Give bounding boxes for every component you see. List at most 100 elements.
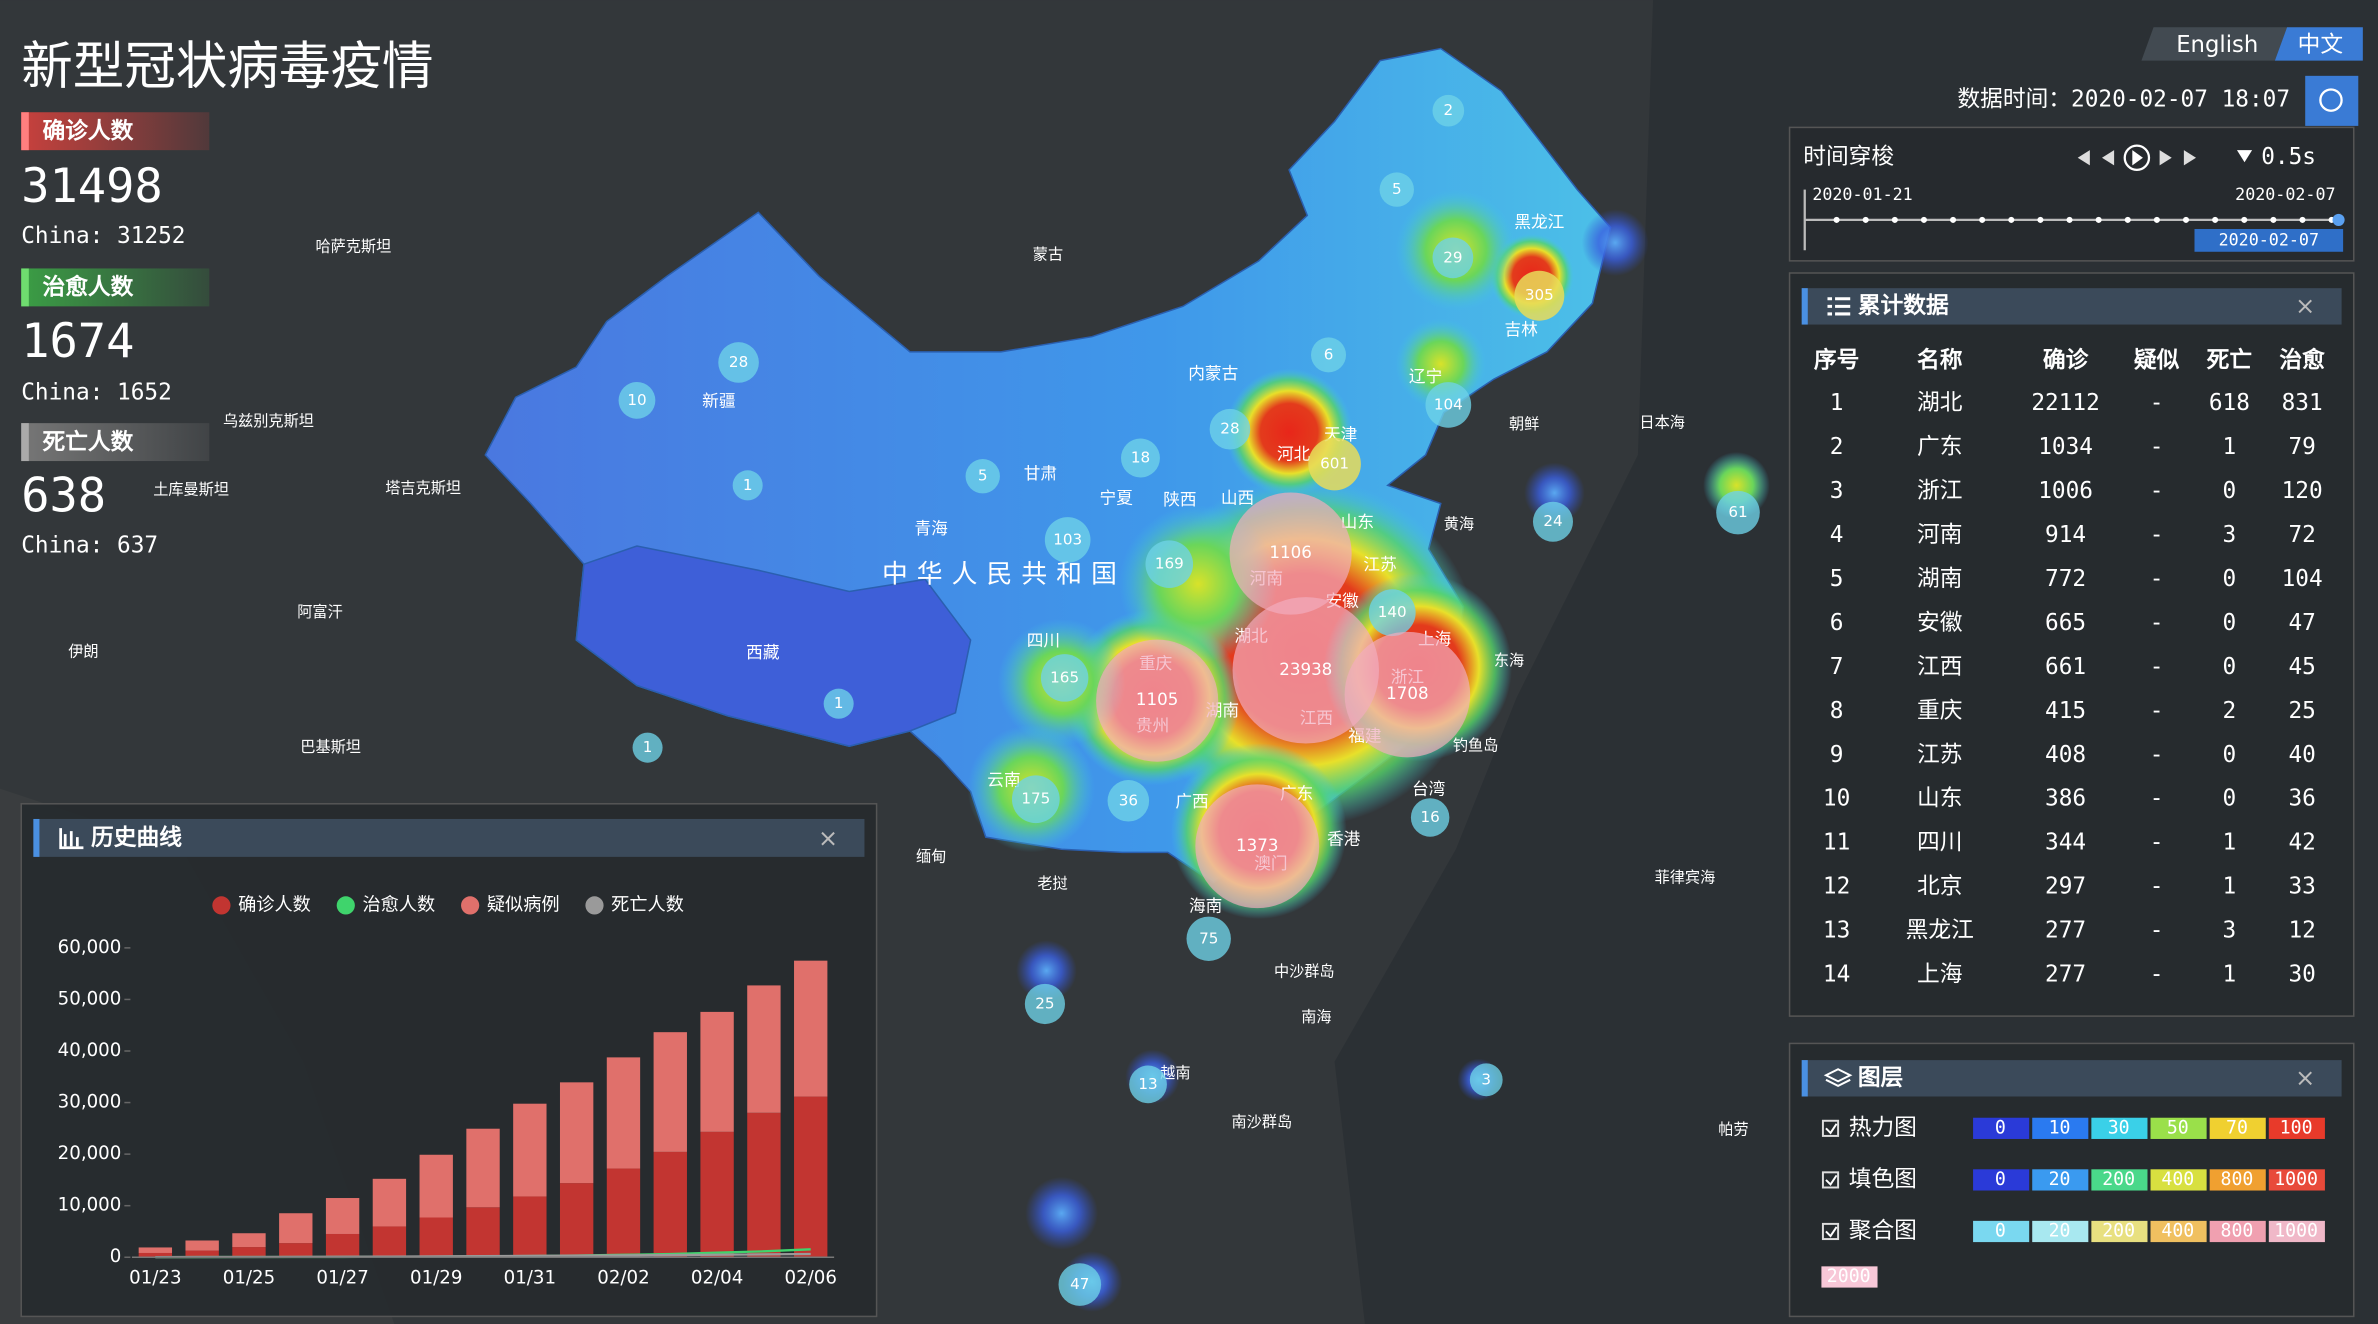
cluster-count: 24 <box>1543 512 1562 530</box>
play-button[interactable] <box>2123 144 2151 172</box>
cluster-bubble[interactable] <box>632 732 663 763</box>
cluster-count: 1 <box>743 476 753 494</box>
table-cell: 386 <box>2045 786 2086 812</box>
timeline-dot[interactable] <box>2066 216 2073 223</box>
heat-spot <box>1016 940 1077 1001</box>
legend-break: 30 <box>2108 1117 2130 1138</box>
close-button[interactable] <box>2298 1071 2312 1086</box>
place-label: 南海 <box>1301 1008 1331 1026</box>
cluster-bubble[interactable] <box>1432 94 1465 127</box>
y-tick-label: 40,000 <box>58 1040 122 1061</box>
cluster-bubble[interactable] <box>823 688 854 719</box>
cluster-bubble[interactable] <box>1514 270 1565 321</box>
layer-check[interactable] <box>1825 1174 1838 1187</box>
table-cell: 0 <box>2223 610 2237 636</box>
lang-bg[interactable] <box>2141 27 2288 61</box>
timeline-dot[interactable] <box>2124 216 2131 223</box>
layer-check[interactable] <box>1825 1123 1838 1135</box>
timeline-dot[interactable] <box>1979 216 1986 223</box>
refresh-button[interactable] <box>2305 75 2359 126</box>
cluster-count: 1 <box>643 738 653 756</box>
timeline-dot[interactable] <box>1833 216 1840 223</box>
cluster-bubble[interactable] <box>1410 798 1450 837</box>
cluster-bubble[interactable] <box>1011 775 1060 824</box>
timeline-dot[interactable] <box>2037 216 2044 223</box>
timeline-dot[interactable] <box>1891 216 1898 223</box>
province-label: 云南 <box>987 771 1020 790</box>
cluster-bubble[interactable] <box>1716 490 1760 535</box>
layer-check[interactable] <box>1825 1226 1838 1238</box>
y-tick-label: 10,000 <box>58 1195 122 1216</box>
cluster-bubble[interactable] <box>1425 382 1472 428</box>
timeline-dot[interactable] <box>1950 216 1957 223</box>
layer-checkbox[interactable] <box>1821 1119 1840 1137</box>
timeline-dot[interactable] <box>2008 216 2015 223</box>
cluster-bubble[interactable] <box>1186 916 1231 961</box>
cluster-bubble[interactable] <box>1145 540 1194 588</box>
legend-swatch <box>2150 1220 2207 1243</box>
table-cell: - <box>2150 434 2164 460</box>
province-label: 山西 <box>1221 488 1254 507</box>
table-cell: 浙江 <box>1917 478 1962 504</box>
cluster-bubble[interactable] <box>1311 337 1347 373</box>
cluster-bubble[interactable] <box>1308 437 1361 491</box>
cluster-bubble[interactable] <box>1379 172 1414 207</box>
timeline-dot[interactable] <box>2095 216 2102 223</box>
refresh-icon[interactable] <box>2319 88 2343 112</box>
timeline-dot[interactable] <box>2241 216 2248 223</box>
table-header: 治愈 <box>2279 346 2325 373</box>
play-icon[interactable] <box>2132 150 2143 166</box>
table-cell: 79 <box>2288 434 2315 460</box>
layer-checkbox[interactable] <box>1821 1171 1840 1189</box>
timeline-dot[interactable] <box>1862 216 1869 223</box>
cluster-bubble[interactable] <box>1129 1065 1167 1104</box>
cluster-bubble[interactable] <box>1469 1063 1503 1097</box>
cluster-bubble[interactable] <box>1107 779 1150 822</box>
place-label: 巴基斯坦 <box>300 738 361 756</box>
cluster-bubble[interactable] <box>1232 597 1379 744</box>
cluster-count: 165 <box>1050 668 1079 686</box>
timeline-dot[interactable] <box>2212 216 2219 223</box>
cluster-bubble[interactable] <box>1044 517 1091 563</box>
cluster-bubble[interactable] <box>1209 408 1251 450</box>
bar <box>653 1151 687 1258</box>
x-tick-label: 01/31 <box>504 1267 556 1288</box>
lang-active-bg[interactable] <box>2274 27 2363 61</box>
cluster-bubble[interactable] <box>1368 589 1416 637</box>
province-label: 河北 <box>1277 444 1311 463</box>
place-label: 乌兹别克斯坦 <box>223 412 314 430</box>
cluster-bubble[interactable] <box>718 342 759 383</box>
table-cell: 831 <box>2282 390 2323 416</box>
cluster-bubble[interactable] <box>618 382 656 419</box>
timeline-dot[interactable] <box>2153 216 2160 223</box>
cluster-bubble[interactable] <box>965 459 1000 494</box>
cluster-bubble[interactable] <box>1229 492 1352 615</box>
bar <box>232 1247 266 1258</box>
cluster-bubble[interactable] <box>1344 631 1471 758</box>
cluster-bubble[interactable] <box>732 470 763 501</box>
timeline-dot[interactable] <box>2299 216 2306 223</box>
close-button[interactable] <box>821 831 835 846</box>
panel-accent <box>33 818 40 857</box>
timeline-handle[interactable] <box>2332 213 2345 226</box>
cluster-bubble[interactable] <box>1195 784 1320 909</box>
cluster-bubble[interactable] <box>1532 501 1573 542</box>
table-cell: - <box>2150 566 2164 592</box>
cluster-bubble[interactable] <box>1058 1263 1102 1306</box>
play-controls[interactable] <box>2077 150 2197 166</box>
timeline-dot[interactable] <box>2182 216 2190 223</box>
timeline-dot[interactable] <box>1920 216 1927 223</box>
layer-checkbox[interactable] <box>1821 1222 1840 1241</box>
close-button[interactable] <box>2298 299 2312 314</box>
bar <box>185 1240 219 1251</box>
cluster-bubble[interactable] <box>1024 983 1066 1025</box>
speed-icon[interactable] <box>2236 150 2253 163</box>
bar <box>185 1250 219 1258</box>
cluster-bubble[interactable] <box>1432 237 1474 279</box>
timeline-dot[interactable] <box>2270 216 2277 223</box>
legend-swatch <box>1973 1117 2030 1139</box>
cluster-bubble[interactable] <box>1040 654 1089 702</box>
cluster-bubble[interactable] <box>1121 438 1160 478</box>
cluster-bubble[interactable] <box>1096 639 1219 762</box>
cluster-count: 175 <box>1021 790 1050 808</box>
